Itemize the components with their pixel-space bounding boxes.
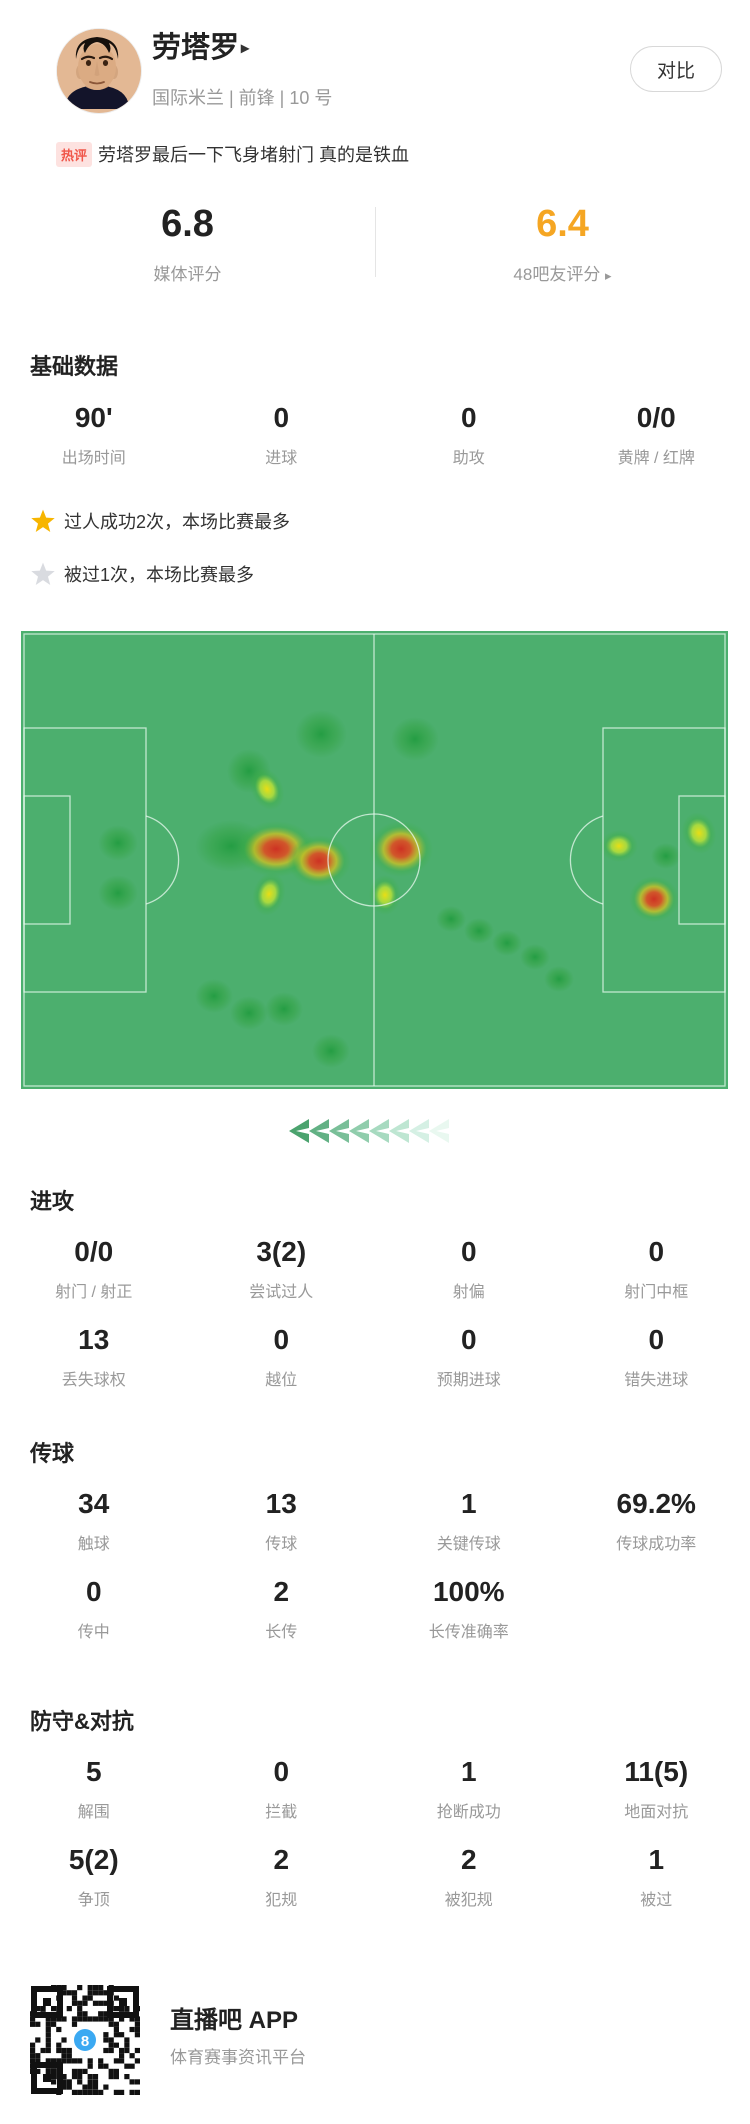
svg-text:8: 8 bbox=[81, 2033, 89, 2050]
